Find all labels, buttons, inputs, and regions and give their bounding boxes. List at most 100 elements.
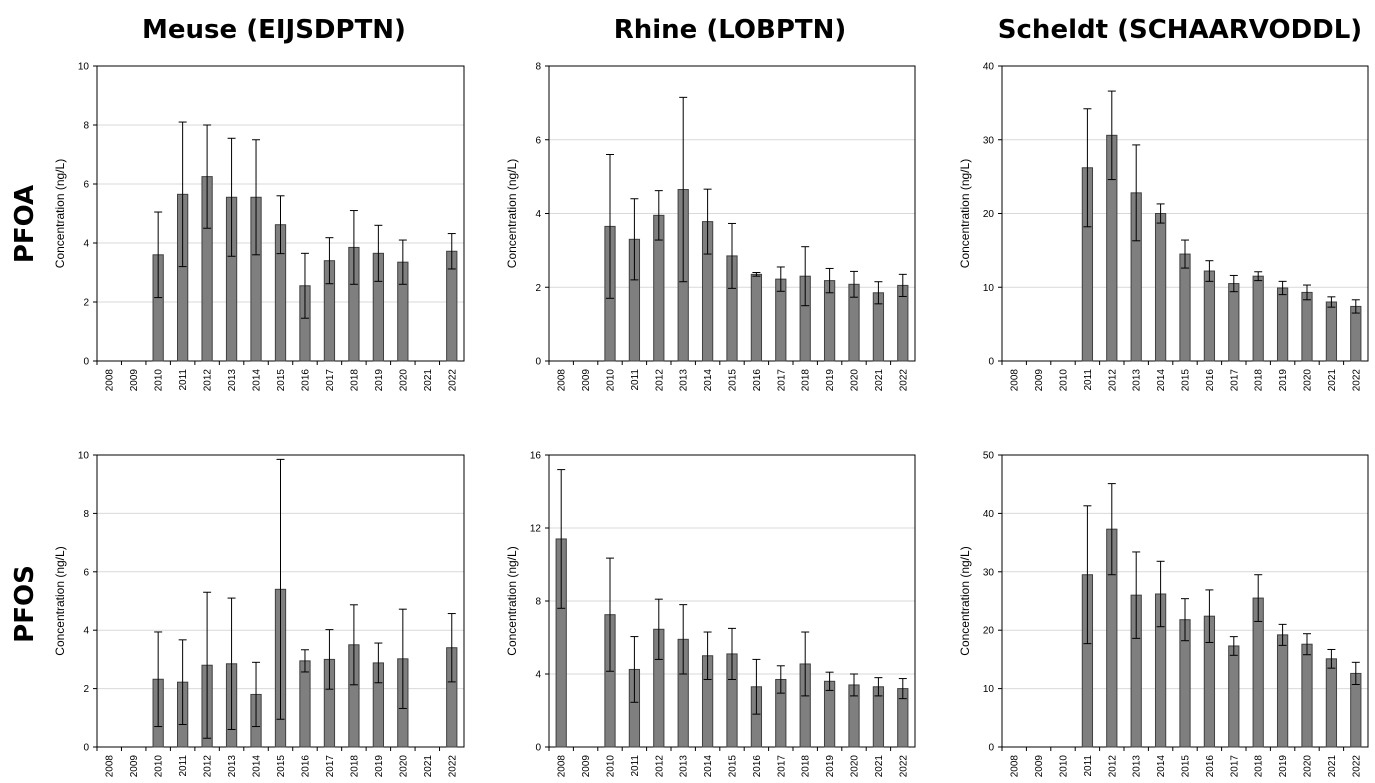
scheldt-pfos-xtick-label: 2017 [1229, 755, 1240, 778]
meuse-pfos-xtick-label: 2009 [129, 755, 140, 778]
rhine-pfos-xtick-label: 2019 [825, 755, 836, 778]
rhine-pfos-xtick-label: 2017 [776, 755, 787, 778]
scheldt-pfos-xtick-label: 2016 [1205, 755, 1216, 778]
chart-title-rhine: Rhine (LOBPTN) [614, 15, 847, 45]
meuse-pfoa-ytick-label: 2 [83, 298, 89, 309]
rhine-pfoa-xtick-label: 2021 [874, 369, 885, 392]
scheldt-pfos-xtick-label: 2009 [1034, 755, 1045, 778]
rhine-pfos-xtick-label: 2022 [898, 755, 909, 778]
rhine-pfos-ylabel: Concentration (ng/L) [505, 546, 519, 655]
rhine-pfos-xtick-label: 2016 [752, 755, 763, 778]
meuse-pfoa-xtick-label: 2011 [178, 369, 189, 391]
meuse-pfoa-xtick-label: 2015 [276, 369, 287, 392]
meuse-pfos-xtick-label: 2008 [105, 755, 116, 778]
scheldt-pfoa-ytick-label: 30 [983, 135, 995, 146]
scheldt-pfoa-xtick-label: 2021 [1327, 369, 1338, 392]
scheldt-pfos-xtick-label: 2013 [1132, 755, 1143, 778]
scheldt-pfos-bar-2017 [1228, 645, 1240, 748]
rhine-pfos-ytick-label: 8 [535, 597, 541, 608]
chart-title-scheldt: Scheldt (SCHAARVODDL) [998, 15, 1362, 45]
rhine-pfoa-ytick-label: 8 [535, 62, 541, 73]
rhine-pfoa-xtick-label: 2010 [606, 369, 617, 392]
scheldt-pfoa-xtick-label: 2011 [1083, 369, 1094, 391]
meuse-pfos-xtick-label: 2013 [227, 755, 238, 778]
meuse-pfos-xtick-label: 2012 [203, 755, 214, 778]
scheldt-pfoa-xtick-label: 2018 [1254, 369, 1265, 392]
scheldt-pfos-xtick-label: 2015 [1181, 755, 1192, 778]
scheldt-pfoa-bar-2018 [1252, 275, 1264, 362]
rhine-pfos-xtick-label: 2009 [581, 755, 592, 778]
scheldt-pfoa-bar-2020 [1301, 291, 1313, 362]
scheldt-pfos-ytick-label: 10 [983, 684, 995, 695]
scheldt-pfoa-xtick-label: 2017 [1229, 369, 1240, 392]
meuse-pfoa-xtick-label: 2020 [398, 369, 409, 392]
rhine-pfoa-xtick-label: 2009 [581, 369, 592, 392]
scheldt-pfos-bar-2019 [1276, 634, 1289, 748]
scheldt-pfoa-bar-2019 [1276, 287, 1289, 362]
scheldt-pfos-xtick-label: 2008 [1010, 755, 1021, 778]
meuse-pfoa-xtick-label: 2013 [227, 369, 238, 392]
rhine-pfos-ytick-label: 12 [530, 524, 542, 535]
meuse-pfoa-xtick-label: 2008 [105, 369, 116, 392]
scheldt-pfos-bar-2020 [1301, 643, 1313, 748]
rhine-pfos-xtick-label: 2008 [557, 755, 568, 778]
meuse-pfos-ytick-label: 0 [83, 743, 89, 754]
scheldt-pfoa-xtick-label: 2014 [1156, 369, 1167, 392]
scheldt-pfoa-ytick-label: 10 [983, 283, 995, 294]
meuse-pfos-ytick-label: 4 [83, 626, 89, 637]
meuse-pfoa-ytick-label: 4 [83, 239, 89, 250]
scheldt-pfoa-bar-2017 [1228, 283, 1240, 362]
scheldt-pfos-xtick-label: 2010 [1059, 755, 1070, 778]
meuse-pfos-xtick-label: 2015 [276, 755, 287, 778]
scheldt-pfoa-ytick-label: 40 [983, 62, 995, 73]
rhine-pfos-ytick-label: 0 [535, 743, 541, 754]
meuse-pfoa-xtick-label: 2017 [325, 369, 336, 392]
meuse-pfos-xtick-label: 2011 [178, 755, 189, 777]
scheldt-pfos-xtick-label: 2022 [1351, 755, 1362, 778]
meuse-pfoa-xtick-label: 2014 [252, 369, 263, 392]
meuse-pfos-xtick-label: 2018 [349, 755, 360, 778]
scheldt-pfos-ytick-label: 0 [988, 743, 994, 754]
meuse-pfos-xtick-label: 2014 [252, 755, 263, 778]
meuse-pfos-ytick-label: 10 [78, 451, 90, 462]
scheldt-pfoa-bar-2022 [1350, 305, 1362, 362]
scheldt-pfoa-xtick-label: 2010 [1059, 369, 1070, 392]
rhine-pfos-xtick-label: 2021 [874, 755, 885, 778]
meuse-pfoa-xtick-label: 2018 [349, 369, 360, 392]
scheldt-pfos-ytick-label: 30 [983, 567, 995, 578]
rhine-pfos-xtick-label: 2020 [850, 755, 861, 778]
chart-title-meuse: Meuse (EIJSDPTN) [142, 15, 406, 45]
row-label-pfoa: PFOA [10, 185, 40, 263]
rhine-pfoa-xtick-label: 2011 [630, 369, 641, 391]
meuse-pfos-xtick-label: 2021 [423, 755, 434, 778]
scheldt-pfos-xtick-label: 2011 [1083, 755, 1094, 777]
meuse-pfos-xtick-label: 2010 [154, 755, 165, 778]
meuse-pfos-ytick-label: 2 [83, 684, 89, 695]
meuse-pfos-ytick-label: 6 [83, 567, 89, 578]
rhine-pfoa-ytick-label: 4 [535, 209, 541, 220]
scheldt-pfoa-xtick-label: 2019 [1278, 369, 1289, 392]
scheldt-pfos-ytick-label: 20 [983, 626, 995, 637]
rhine-pfoa-xtick-label: 2013 [679, 369, 690, 392]
scheldt-pfoa-xtick-label: 2020 [1303, 369, 1314, 392]
scheldt-pfoa-xtick-label: 2022 [1351, 369, 1362, 392]
rhine-pfoa-xtick-label: 2008 [557, 369, 568, 392]
rhine-pfoa-xtick-label: 2017 [776, 369, 787, 392]
scheldt-pfoa-ytick-label: 0 [988, 357, 994, 368]
rhine-pfoa-ytick-label: 6 [535, 135, 541, 146]
rhine-pfos-ytick-label: 4 [535, 670, 541, 681]
scheldt-pfoa-ytick-label: 20 [983, 209, 995, 220]
rhine-pfos-xtick-label: 2018 [801, 755, 812, 778]
scheldt-pfoa-xtick-label: 2013 [1132, 369, 1143, 392]
scheldt-pfos-xtick-label: 2018 [1254, 755, 1265, 778]
scheldt-pfoa-bar-2014 [1154, 213, 1167, 362]
scheldt-pfoa-ylabel: Concentration (ng/L) [958, 159, 972, 268]
scheldt-pfos-xtick-label: 2012 [1107, 755, 1118, 778]
rhine-pfos-xtick-label: 2015 [728, 755, 739, 778]
scheldt-pfoa-xtick-label: 2015 [1181, 369, 1192, 392]
meuse-pfoa-ytick-label: 10 [78, 62, 90, 73]
scheldt-pfos-ytick-label: 50 [983, 451, 995, 462]
scheldt-pfoa-bar-2016 [1203, 270, 1216, 362]
